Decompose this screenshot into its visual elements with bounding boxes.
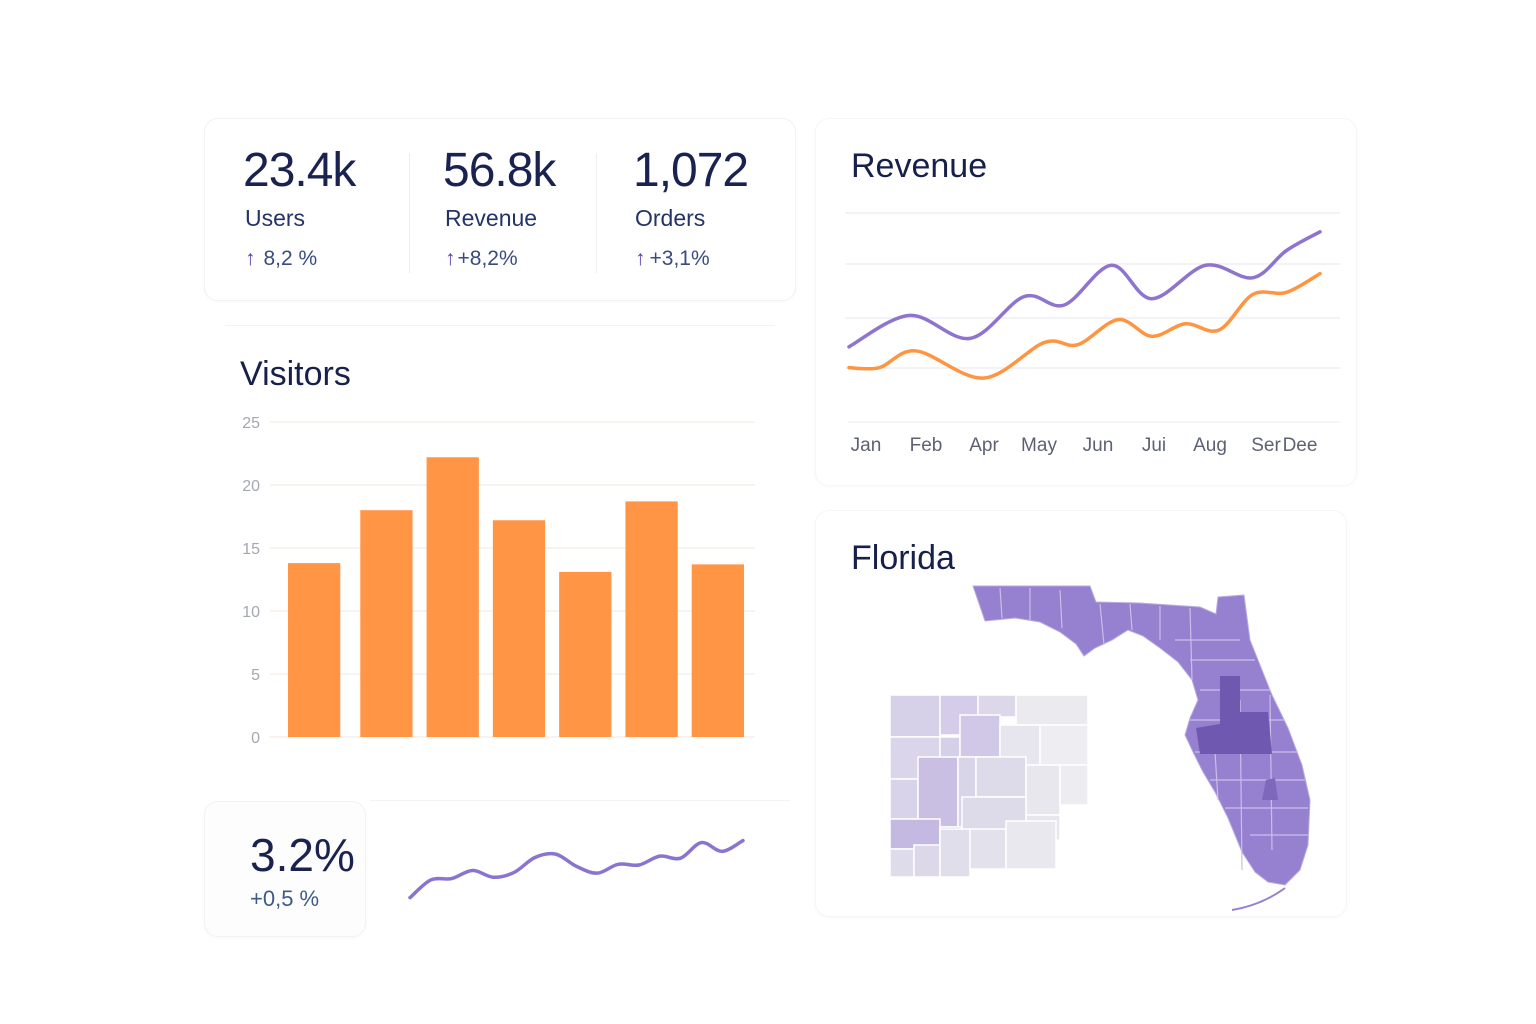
stat-value: 1,072 bbox=[633, 144, 749, 197]
conversion-change: +0,5 % bbox=[250, 886, 320, 911]
x-tick-label: May bbox=[1021, 435, 1057, 456]
inset-county bbox=[977, 694, 1017, 718]
divider bbox=[409, 153, 410, 273]
inset-county bbox=[1015, 694, 1089, 726]
conversion-card: 3.2% +0,5 % bbox=[204, 801, 366, 937]
stat-users[interactable]: 23.4k Users ↑ 8,2 % bbox=[243, 119, 403, 299]
stats-card: 23.4k Users ↑ 8,2 % 56.8k Revenue ↑+8,2% … bbox=[204, 118, 796, 301]
inset-county bbox=[1025, 764, 1061, 816]
stat-orders[interactable]: 1,072 Orders ↑ +3,1% bbox=[633, 119, 793, 299]
divider bbox=[596, 153, 597, 273]
inset-county bbox=[959, 714, 1001, 758]
inset-county bbox=[939, 736, 961, 760]
x-tick-label: Jui bbox=[1142, 435, 1166, 456]
revenue-series-line[interactable] bbox=[847, 230, 1322, 349]
inset-county bbox=[917, 756, 959, 828]
inset-county bbox=[889, 848, 915, 878]
inset-county bbox=[939, 828, 971, 878]
x-tick-label: Jan bbox=[851, 435, 882, 456]
stat-change: ↑ +3,1% bbox=[635, 247, 710, 271]
inset-county bbox=[889, 778, 919, 820]
stat-change-value: 8,2 % bbox=[263, 247, 318, 270]
x-tick-label: Feb bbox=[910, 435, 943, 456]
florida-keys bbox=[1231, 887, 1286, 911]
inset-county bbox=[889, 694, 941, 738]
conversion-value: 3.2% bbox=[250, 829, 355, 881]
stat-label: Users bbox=[245, 205, 306, 231]
florida-title: Florida bbox=[851, 539, 955, 577]
stat-value: 56.8k bbox=[443, 144, 556, 197]
inset-county bbox=[1039, 724, 1089, 766]
revenue-title: Revenue bbox=[851, 147, 988, 185]
inset-county bbox=[969, 828, 1007, 870]
florida-state-shape[interactable] bbox=[972, 585, 1311, 886]
revenue-series-line[interactable] bbox=[847, 271, 1322, 380]
x-tick-label: Apr bbox=[969, 435, 999, 456]
stat-change: ↑+8,2% bbox=[445, 247, 518, 271]
county-highlight bbox=[1196, 676, 1272, 754]
sparkline-series bbox=[408, 838, 745, 900]
revenue-card: Revenue bbox=[815, 118, 1357, 486]
inset-county bbox=[975, 756, 1027, 798]
county-highlight bbox=[1262, 778, 1278, 800]
x-tick-label: Ser bbox=[1251, 435, 1281, 456]
stat-change-value: +3,1% bbox=[649, 247, 710, 270]
county-inset-map bbox=[889, 694, 1089, 878]
sparkline-panel bbox=[370, 800, 790, 801]
stat-label: Orders bbox=[635, 205, 706, 231]
arrow-up-icon: ↑ bbox=[245, 247, 256, 270]
x-tick-label: Dee bbox=[1283, 435, 1318, 456]
stat-change-value: +8,2% bbox=[457, 247, 518, 270]
x-tick-label: Jun bbox=[1083, 435, 1114, 456]
inset-county bbox=[1059, 764, 1089, 806]
inset-county bbox=[913, 844, 941, 878]
inset-county bbox=[1005, 820, 1057, 870]
stat-label: Revenue bbox=[445, 205, 538, 231]
x-tick-label: Aug bbox=[1193, 435, 1227, 456]
arrow-up-icon: ↑ bbox=[635, 247, 646, 270]
stat-revenue[interactable]: 56.8k Revenue ↑+8,2% bbox=[443, 119, 603, 299]
stat-value: 23.4k bbox=[243, 144, 356, 197]
stat-change: ↑ 8,2 % bbox=[245, 247, 317, 271]
arrow-up-icon: ↑ bbox=[445, 247, 456, 270]
